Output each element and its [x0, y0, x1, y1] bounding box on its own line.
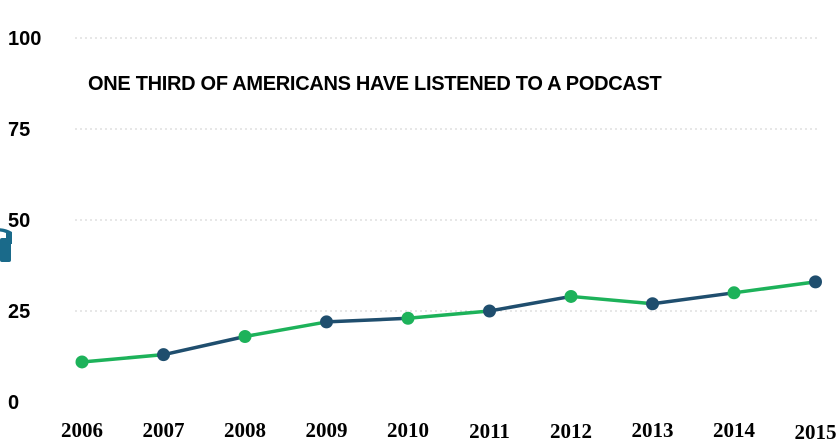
data-point-2007	[157, 348, 170, 362]
line-segment	[161, 334, 247, 357]
y-axis: 0 25 50 75 100	[8, 28, 41, 414]
x-tick-label: 2013	[632, 418, 674, 440]
data-point-2011	[483, 304, 496, 318]
data-point-2009	[320, 315, 333, 329]
x-tick-label: 2007	[143, 418, 185, 440]
y-tick-label: 50	[8, 210, 30, 232]
data-point-2006	[75, 355, 89, 369]
data-point-2008	[238, 329, 252, 343]
series-line	[80, 280, 818, 364]
line-segment	[650, 291, 736, 306]
data-point-2015	[809, 275, 822, 289]
y-tick-label: 75	[8, 119, 30, 141]
chart-title: ONE THIRD OF AMERICANS HAVE LISTENED TO …	[88, 73, 662, 95]
x-tick-label: 2011	[469, 419, 510, 440]
x-tick-label: 2009	[306, 418, 348, 440]
line-segment	[243, 320, 329, 339]
x-axis: 2006 2007 2008 2009 2010 2011 2012 2013 2014 2015	[61, 418, 837, 440]
y-tick-label: 100	[8, 28, 41, 50]
line-segment	[406, 309, 492, 321]
data-point-2014	[727, 286, 741, 300]
data-point-2010	[401, 311, 415, 325]
x-tick-label: 2014	[713, 418, 756, 440]
line-segment	[569, 294, 655, 306]
x-tick-label: 2010	[387, 418, 429, 440]
x-tick-label: 2015	[795, 420, 837, 440]
gridlines	[75, 37, 818, 312]
y-tick-label: 0	[8, 392, 19, 414]
podcast-logo-icon	[0, 228, 12, 262]
series-points	[75, 275, 822, 369]
x-tick-label: 2008	[224, 418, 266, 440]
x-tick-label: 2006	[61, 418, 103, 440]
data-point-2013	[646, 297, 659, 311]
line-segment	[732, 280, 818, 295]
line-segment	[80, 352, 166, 364]
y-tick-label: 25	[8, 301, 30, 323]
x-tick-label: 2012	[550, 419, 592, 440]
line-segment	[324, 316, 410, 324]
line-segment	[487, 294, 573, 313]
data-point-2012	[564, 289, 578, 303]
